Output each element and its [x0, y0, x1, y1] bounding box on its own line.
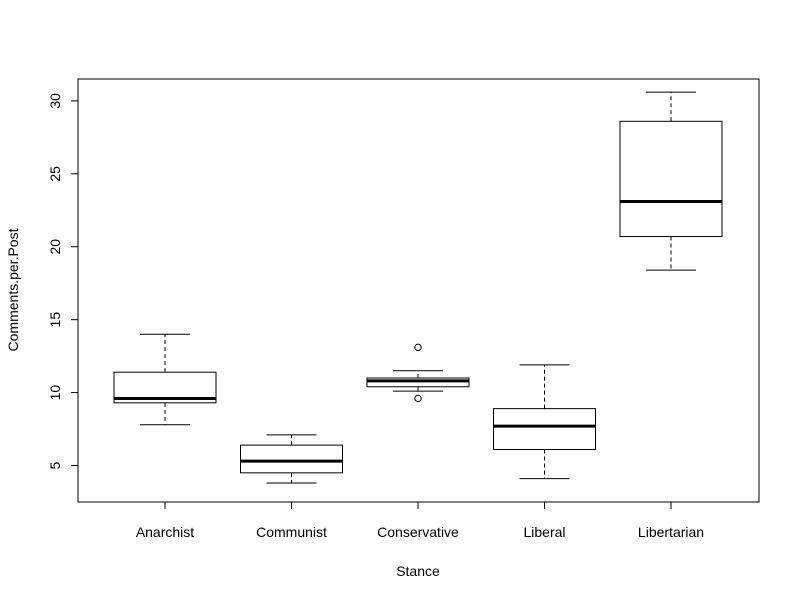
- iqr-box: [493, 408, 596, 450]
- box-group: [113, 333, 217, 426]
- iqr-box: [240, 444, 343, 474]
- x-axis-title: Stance: [396, 563, 440, 579]
- x-tick-label: Conservative: [377, 524, 459, 540]
- outlier-point: [414, 394, 422, 403]
- y-tick-label: 5: [47, 461, 63, 469]
- y-tick-label: 30: [47, 93, 63, 109]
- box-group: [619, 91, 723, 271]
- box-group: [493, 364, 596, 480]
- y-axis: 5 10 15 20 25 30: [47, 93, 79, 469]
- y-tick-label: 15: [47, 312, 63, 328]
- x-tick-label: Libertarian: [638, 524, 704, 540]
- box-group: [240, 434, 343, 484]
- boxes: [113, 91, 723, 484]
- x-tick-label: Liberal: [523, 524, 565, 540]
- y-tick-label: 25: [47, 166, 63, 182]
- x-axis: Anarchist Communist Conservative Liberal Lib…: [136, 501, 704, 540]
- box-group: [366, 343, 470, 403]
- y-axis-title: Comments.per.Post: [5, 228, 21, 351]
- x-tick-label: Communist: [256, 524, 327, 540]
- x-tick-label: Anarchist: [136, 524, 194, 540]
- y-tick-label: 10: [47, 385, 63, 401]
- outlier-point: [414, 343, 422, 352]
- iqr-box: [619, 120, 723, 238]
- y-tick-label: 20: [47, 239, 63, 255]
